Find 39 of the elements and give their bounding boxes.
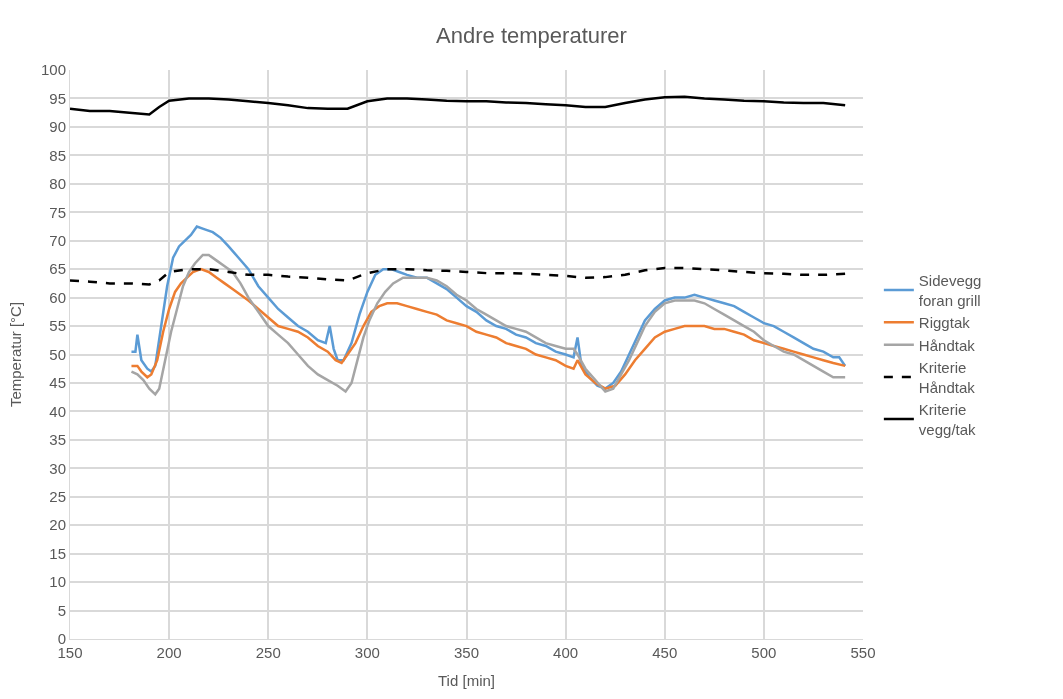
y-tick-label: 85: [49, 146, 66, 164]
x-tick-label: 200: [156, 644, 182, 661]
y-tick-label: 65: [49, 260, 66, 278]
y-tick-label: 10: [49, 573, 66, 591]
y-tick-label: 40: [49, 402, 66, 420]
y-tick-label: 30: [49, 459, 66, 477]
y-tick-label: 55: [49, 317, 66, 335]
legend-label: Håndtak: [918, 336, 976, 354]
y-axis-title: Temperatur [°C]: [7, 301, 25, 408]
line-series: [70, 95, 847, 116]
x-tick-label: 500: [751, 644, 777, 661]
y-tick-label: 80: [49, 175, 66, 193]
x-tick-label: 350: [453, 644, 480, 661]
y-tick-label: 60: [49, 288, 66, 306]
y-tick-label: 90: [49, 118, 66, 136]
x-tick-label: 550: [850, 644, 876, 661]
y-tick-label: 15: [49, 544, 66, 562]
x-tick-label: 400: [553, 644, 579, 661]
y-tick-label: 45: [49, 374, 66, 392]
y-tick-label: 100: [40, 61, 66, 79]
x-tick-label: 450: [652, 644, 678, 661]
y-tick-label: 5: [57, 601, 66, 619]
y-tick-label: 95: [49, 89, 66, 107]
line-series: [70, 266, 847, 286]
x-axis-title: Tid [min]: [438, 672, 495, 689]
line-series: [130, 225, 847, 390]
y-tick-label: 20: [49, 516, 66, 534]
x-tick-label: 300: [354, 644, 380, 661]
legend-label: Sidevegg foran grill: [918, 272, 982, 309]
legend-label: Riggtak: [918, 314, 971, 332]
y-tick-label: 75: [49, 203, 66, 221]
y-tick-label: 70: [49, 231, 66, 249]
chart-title: Andre temperaturer: [436, 23, 627, 49]
y-tick-label: 50: [49, 345, 66, 363]
y-tick-label: 35: [49, 431, 66, 449]
legend-label: Kriterie Håndtak: [918, 359, 976, 396]
legend-label: Kriterie vegg/tak: [918, 401, 977, 438]
y-tick-label: 25: [49, 488, 66, 505]
x-tick-label: 250: [255, 644, 281, 661]
